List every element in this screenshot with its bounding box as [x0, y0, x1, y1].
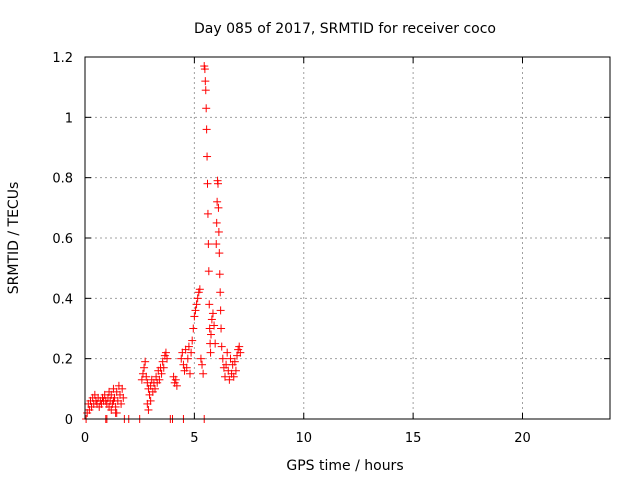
data-point: [193, 294, 202, 303]
y-tick-label: 1: [65, 111, 73, 126]
data-point: [211, 339, 220, 348]
data-point: [210, 321, 219, 330]
data-point: [214, 227, 223, 236]
ticks-layer: 0 0.2 0.4 0.6 0.8 1 1.2 0 5 10 15 20: [52, 51, 610, 446]
data-point: [182, 363, 191, 372]
y-tick-label: 0.4: [52, 292, 73, 307]
data-point: [163, 354, 172, 363]
data-point: [187, 348, 196, 357]
data-point: [157, 369, 166, 378]
data-point: [200, 65, 209, 74]
data-point: [192, 300, 201, 309]
chart-title: Day 085 of 2017, SRMTID for receiver coc…: [194, 21, 496, 37]
x-axis-label: GPS time / hours: [286, 458, 403, 474]
data-point: [206, 348, 215, 357]
data-point: [201, 86, 210, 95]
data-point: [141, 357, 150, 366]
data-point: [117, 399, 126, 408]
data-point: [215, 270, 224, 279]
y-tick-label: 1.2: [52, 51, 73, 66]
y-tick-label: 0.8: [52, 172, 73, 187]
data-point: [207, 330, 215, 339]
data-point: [112, 408, 121, 417]
data-point: [158, 357, 167, 366]
x-tick-label: 10: [295, 431, 312, 446]
x-tick-label: 0: [81, 431, 89, 446]
data-point: [142, 372, 151, 381]
x-tick-label: 15: [405, 431, 422, 446]
data-point: [204, 267, 213, 276]
data-point: [212, 240, 221, 249]
data-point: [118, 384, 127, 393]
data-point: [183, 354, 192, 363]
data-point: [231, 366, 240, 375]
data-point: [202, 125, 211, 134]
data-point: [230, 357, 239, 366]
data-point: [204, 240, 213, 249]
data-point: [184, 342, 193, 351]
x-tick-label: 20: [514, 431, 531, 446]
x-tick-label: 5: [190, 431, 198, 446]
data-point: [172, 381, 181, 390]
data-point: [215, 249, 224, 258]
data-point: [191, 306, 200, 315]
data-point: [190, 312, 199, 321]
data-point: [140, 363, 149, 372]
points-layer: [82, 62, 245, 423]
y-tick-label: 0: [65, 413, 73, 428]
data-point: [235, 342, 244, 351]
data-point: [207, 315, 216, 324]
data-point: [216, 306, 225, 315]
data-point: [212, 218, 221, 227]
data-point: [186, 369, 194, 378]
data-point: [217, 342, 226, 351]
data-point: [213, 197, 222, 206]
data-point: [203, 152, 212, 161]
y-axis-label: SRMTID / TECUs: [6, 182, 22, 295]
data-point: [146, 396, 155, 405]
data-point: [107, 405, 116, 414]
grid-layer: [85, 57, 610, 419]
data-point: [151, 384, 159, 393]
data-point: [109, 396, 118, 405]
data-point: [171, 375, 180, 384]
data-point: [195, 285, 204, 294]
data-point: [217, 324, 226, 333]
y-tick-label: 0.2: [52, 353, 73, 368]
y-tick-label: 0.6: [52, 232, 73, 247]
data-point: [161, 348, 170, 357]
data-point: [188, 336, 197, 345]
data-point: [159, 363, 168, 372]
data-point: [137, 375, 146, 384]
data-point: [119, 393, 128, 402]
data-point: [196, 354, 205, 363]
data-point: [229, 372, 238, 381]
data-point: [198, 360, 207, 369]
data-point: [214, 203, 223, 212]
data-point: [218, 354, 227, 363]
data-point: [225, 375, 234, 384]
data-point: [155, 375, 164, 384]
data-point: [144, 405, 153, 414]
data-point: [205, 300, 214, 309]
data-point: [216, 288, 225, 297]
data-point: [201, 77, 210, 86]
data-point: [223, 348, 232, 357]
data-point: [203, 179, 212, 188]
data-point: [221, 372, 229, 381]
data-point: [236, 348, 245, 357]
data-point: [226, 354, 235, 363]
data-point: [199, 369, 208, 378]
data-point: [202, 104, 211, 113]
data-point: [214, 179, 222, 188]
data-point: [208, 309, 217, 318]
data-point: [203, 209, 212, 218]
data-point: [205, 324, 214, 333]
data-point: [189, 324, 198, 333]
